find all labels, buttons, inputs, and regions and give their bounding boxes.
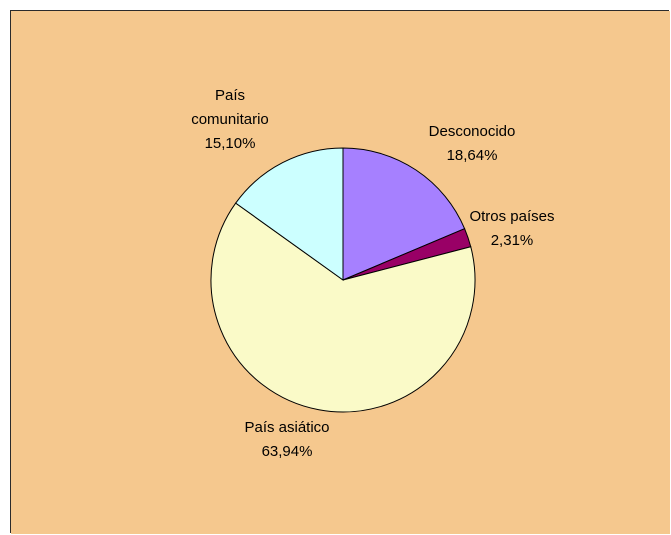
pie-slice-desconocido bbox=[342, 147, 466, 281]
pie-slice-pa-s-asi-tico bbox=[210, 202, 476, 413]
slice-label-pais-comunitario-2: comunitario bbox=[191, 111, 269, 128]
pie-chart: Desconocido 18,64% Otros países 2,31% Pa… bbox=[11, 11, 670, 534]
slice-label-otros-paises: Otros países bbox=[469, 208, 554, 225]
slice-label-pais-comunitario: País bbox=[215, 87, 245, 104]
chart-area: Desconocido 18,64% Otros países 2,31% Pa… bbox=[10, 10, 670, 534]
slice-percent-pais-comunitario: 15,10% bbox=[205, 135, 256, 152]
slice-percent-pais-asiatico: 63,94% bbox=[262, 443, 313, 460]
pie-slices bbox=[210, 147, 476, 413]
pie-slice-pa-s-comunitario bbox=[235, 147, 344, 281]
slice-percent-desconocido: 18,64% bbox=[447, 147, 498, 164]
slice-label-pais-asiatico: País asiático bbox=[244, 419, 329, 436]
slice-percent-otros-paises: 2,31% bbox=[491, 232, 534, 249]
slice-label-desconocido: Desconocido bbox=[429, 123, 516, 140]
